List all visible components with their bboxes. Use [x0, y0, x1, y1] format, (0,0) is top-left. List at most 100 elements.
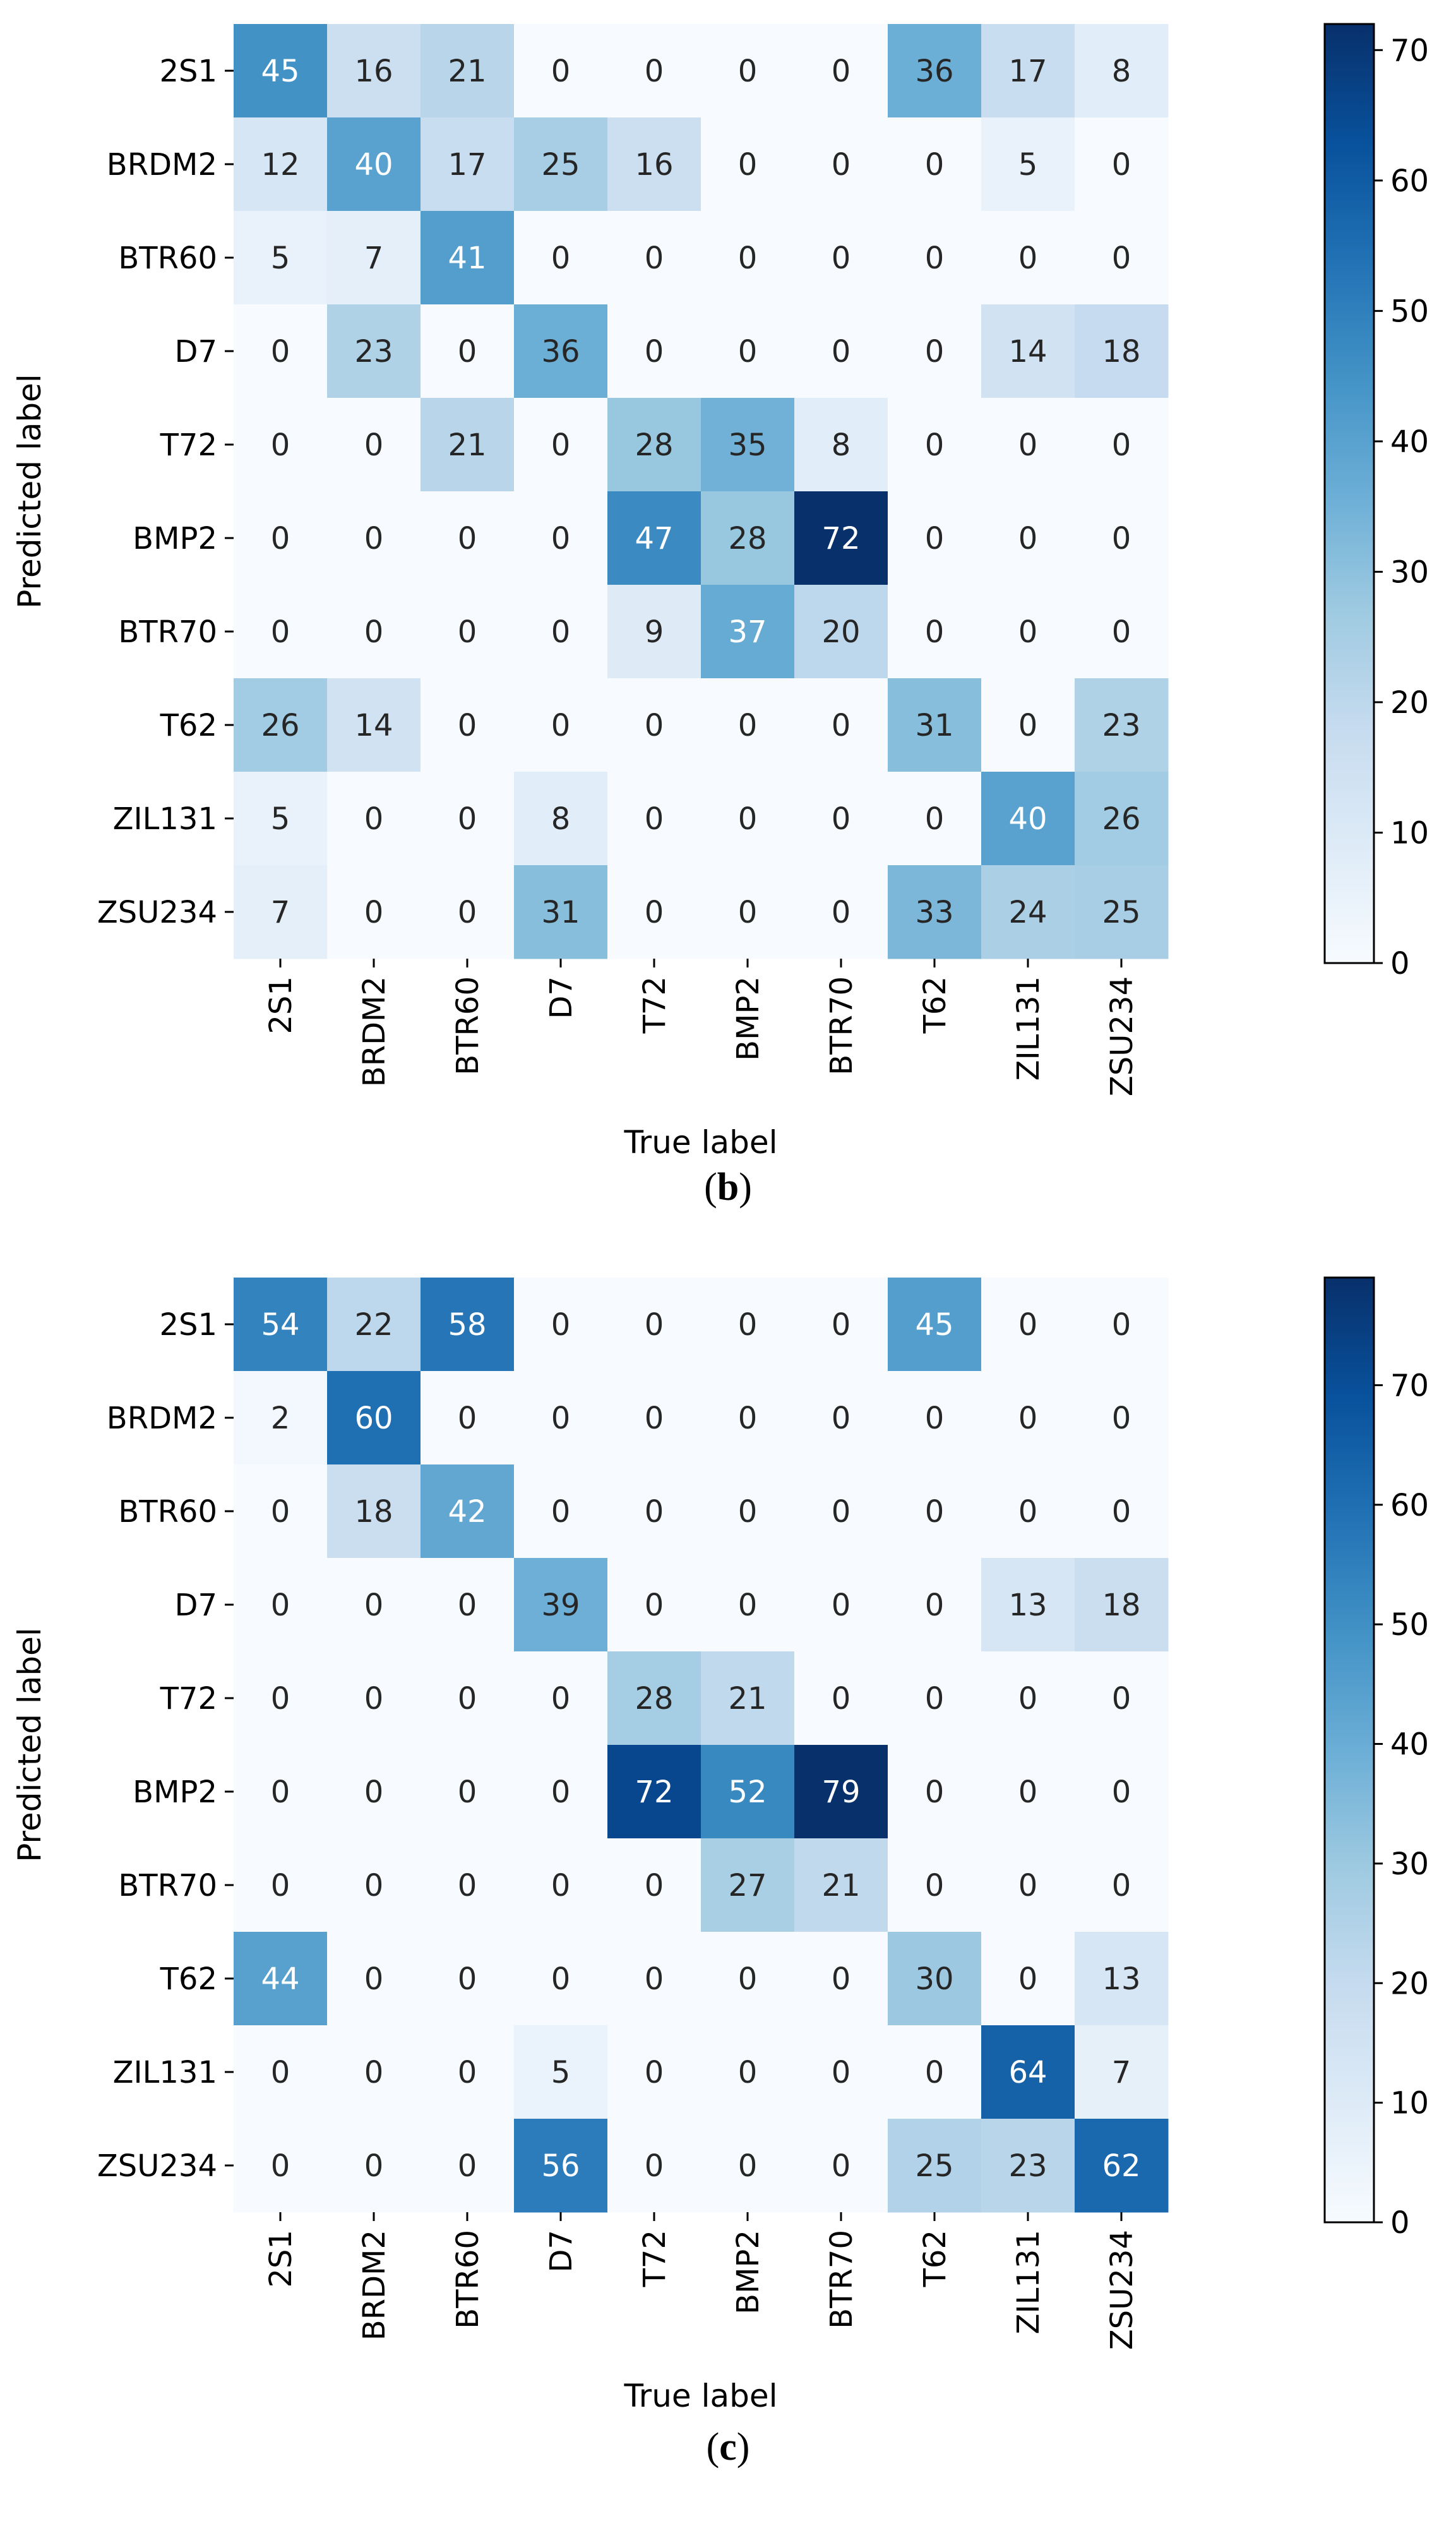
- heatmap-cell: [1075, 865, 1169, 959]
- heatmap-cell: [701, 24, 795, 118]
- heatmap-panel-c: 54 22 58 0 0 0 0 45 0 0 2 60 0 0 0 0 0 0 0 0 0 18 42 0 0 0 0 0 0 0 0 0 0…: [11, 1276, 1429, 2414]
- heatmap-cell: [421, 304, 515, 398]
- y-tick-label: BMP2: [133, 1775, 217, 1810]
- heatmap-cell: [607, 1278, 701, 1372]
- cell-value-label: 0: [645, 1494, 664, 1530]
- heatmap-cell: [981, 1651, 1075, 1746]
- cell-value-label: 21: [448, 428, 486, 463]
- cell-value-label: 16: [635, 147, 673, 183]
- x-tick-label: T62: [917, 2230, 953, 2287]
- heatmap-cell: [234, 865, 328, 959]
- heatmap-cell: [794, 585, 888, 679]
- cell-value-label: 0: [1018, 1961, 1038, 1997]
- heatmap-cell: [981, 117, 1075, 212]
- cell-value-label: 79: [821, 1775, 860, 1810]
- y-tick-label: BTR60: [118, 1494, 217, 1530]
- cell-value-label: 0: [832, 801, 851, 837]
- heatmap-cell: [607, 211, 701, 305]
- heatmap-cell: [514, 1745, 608, 1839]
- cell-value-label: 52: [728, 1775, 767, 1810]
- heatmap-cell: [1075, 772, 1169, 866]
- caption-b-close: ): [739, 1166, 752, 1209]
- heatmap-cell: [514, 1371, 608, 1465]
- heatmap-cell: [327, 2025, 421, 2119]
- heatmap-cell: [327, 1651, 421, 1746]
- cell-value-label: 0: [645, 54, 664, 89]
- heatmap-cell: [327, 491, 421, 585]
- x-tick-label: BTR70: [824, 2230, 859, 2329]
- cell-value-label: 18: [1102, 1588, 1140, 1623]
- cell-value-label: 60: [354, 1401, 393, 1436]
- heatmap-cell: [794, 1464, 888, 1559]
- cell-value-label: 37: [728, 614, 767, 650]
- heatmap-cell: [888, 1371, 982, 1465]
- cell-value-label: 0: [832, 1307, 851, 1343]
- cell-value-label: 7: [364, 241, 384, 276]
- cell-value-label: 40: [1008, 801, 1047, 837]
- cell-value-label: 17: [448, 147, 486, 183]
- cell-value-label: 0: [1018, 1494, 1038, 1530]
- heatmap-cell: [421, 1371, 515, 1465]
- cell-value-label: 16: [354, 54, 393, 89]
- heatmap-cell: [607, 24, 701, 118]
- colorbar-tick-label: 20: [1390, 1966, 1429, 2001]
- cell-value-label: 0: [271, 521, 290, 556]
- heatmap-cell: [234, 1838, 328, 1932]
- heatmap-cell: [981, 2025, 1075, 2119]
- heatmap-cell: [701, 1838, 795, 1932]
- heatmap-cell: [888, 1745, 982, 1839]
- y-axis-title: Predicted label: [11, 1627, 48, 1862]
- heatmap-cell: [234, 585, 328, 679]
- colorbar-tick-label: 40: [1390, 424, 1429, 460]
- heatmap-cell: [327, 2119, 421, 2213]
- y-tick-label: T72: [160, 1681, 217, 1716]
- cell-value-label: 42: [448, 1494, 486, 1530]
- cell-value-label: 0: [832, 54, 851, 89]
- cell-value-label: 25: [915, 2148, 953, 2184]
- colorbar-tick-label: 0: [1390, 946, 1410, 981]
- heatmap-cell: [981, 1371, 1075, 1465]
- cell-value-label: 0: [645, 2148, 664, 2184]
- y-tick-label: T62: [160, 708, 217, 743]
- caption-c-letter: c: [719, 2426, 737, 2469]
- cell-value-label: 14: [354, 708, 393, 743]
- cell-value-label: 0: [551, 241, 571, 276]
- cell-value-label: 0: [551, 1401, 571, 1436]
- cell-value-label: 0: [271, 1681, 290, 1716]
- cell-value-label: 0: [832, 334, 851, 369]
- heatmap-cell: [514, 117, 608, 212]
- cell-value-label: 0: [364, 1868, 384, 1903]
- heatmap-cell: [701, 491, 795, 585]
- heatmap-cell: [327, 24, 421, 118]
- heatmap-cell: [888, 1464, 982, 1559]
- heatmap-cell: [1075, 117, 1169, 212]
- cell-value-label: 0: [925, 614, 945, 650]
- cell-value-label: 5: [271, 801, 290, 837]
- x-tick-label: T62: [917, 976, 953, 1034]
- heatmap-cell: [794, 2119, 888, 2213]
- heatmap-cell: [421, 24, 515, 118]
- heatmap-cell: [1075, 1558, 1169, 1652]
- cell-value-label: 0: [1018, 1307, 1038, 1343]
- cell-value-label: 25: [541, 147, 580, 183]
- cell-value-label: 31: [915, 708, 953, 743]
- cell-value-label: 0: [271, 1775, 290, 1810]
- cell-value-label: 64: [1008, 2055, 1047, 2090]
- heatmap-cell: [888, 585, 982, 679]
- heatmap-cell: [234, 678, 328, 772]
- cell-value-label: 20: [821, 614, 860, 650]
- heatmap-cell: [888, 117, 982, 212]
- cell-value-label: 21: [448, 54, 486, 89]
- cell-value-label: 0: [1112, 428, 1131, 463]
- heatmap-cell: [234, 2119, 328, 2213]
- cell-value-label: 0: [551, 1494, 571, 1530]
- heatmap-cell: [514, 1558, 608, 1652]
- heatmap-cell: [888, 398, 982, 492]
- y-tick-label: D7: [175, 1588, 218, 1623]
- cell-value-label: 8: [1112, 54, 1131, 89]
- cell-value-label: 0: [364, 614, 384, 650]
- caption-b: (b): [0, 1165, 1456, 1210]
- cell-value-label: 23: [1008, 2148, 1047, 2184]
- heatmap-cell: [607, 1464, 701, 1559]
- heatmap-cell: [981, 1745, 1075, 1839]
